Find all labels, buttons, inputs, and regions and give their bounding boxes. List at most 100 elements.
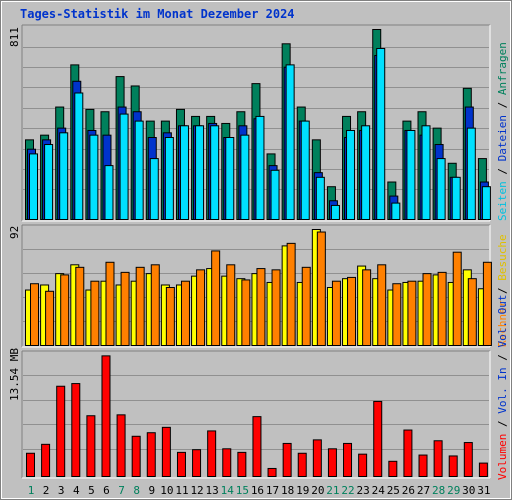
day-tick-label: 26 xyxy=(402,484,415,497)
legend-visits: Rechner / Besuche xyxy=(496,234,509,347)
volumen-bar xyxy=(146,432,156,477)
day-tick-label: 21 xyxy=(326,484,339,497)
day-tick-label: 20 xyxy=(311,484,324,497)
day-tick-label: 8 xyxy=(133,484,140,497)
volumen-bar xyxy=(327,448,337,478)
seiten-bar xyxy=(406,129,416,220)
volumen-bar xyxy=(418,454,428,477)
seiten-bar xyxy=(376,47,386,220)
seiten-bar xyxy=(104,165,114,220)
seiten-bar xyxy=(255,115,265,220)
seiten-bar xyxy=(74,92,84,220)
rechner-bar xyxy=(165,287,175,346)
volumen-bar xyxy=(403,429,413,477)
legend-requests: Seiten / Dateien / Anfragen xyxy=(496,42,509,221)
legend-requests-separator: / xyxy=(496,95,509,115)
legend-volume-item: Vol. Out xyxy=(496,295,509,348)
seiten-bar xyxy=(195,125,205,220)
rechner-bar xyxy=(241,279,251,346)
rechner-bar xyxy=(437,271,447,346)
seiten-bar xyxy=(346,129,356,220)
seiten-bar xyxy=(59,132,69,220)
rechner-bar xyxy=(271,269,281,347)
rechner-bar xyxy=(256,268,266,346)
seiten-bar xyxy=(436,158,446,220)
seiten-bar xyxy=(361,125,371,220)
seiten-bar xyxy=(421,125,431,220)
rechner-bar xyxy=(422,273,432,346)
day-tick-label: 9 xyxy=(148,484,155,497)
day-tick-label: 18 xyxy=(281,484,294,497)
seiten-bar xyxy=(210,125,220,220)
seiten-bar xyxy=(44,144,54,220)
seiten-bar xyxy=(315,176,325,220)
seiten-bar xyxy=(89,134,99,220)
rechner-bar xyxy=(331,280,341,346)
seiten-bar xyxy=(225,137,235,221)
volumen-bar xyxy=(448,455,458,477)
volumen-bar xyxy=(86,415,96,477)
rechner-bar xyxy=(347,276,357,347)
rechner-bar xyxy=(30,283,39,346)
legend-requests-item: Seiten xyxy=(496,181,509,221)
rechner-bar xyxy=(362,269,372,347)
seiten-bar xyxy=(164,137,174,221)
rechner-bar xyxy=(316,231,326,347)
day-tick-label: 24 xyxy=(372,484,386,497)
legend-volume: Volumen / Vol. In / Vol. Out xyxy=(496,295,509,480)
volumen-bar xyxy=(358,453,368,477)
volumen-bar xyxy=(161,426,171,477)
volumen-bar xyxy=(116,414,126,477)
seiten-bar xyxy=(179,125,189,220)
legend-volume-item: Volumen xyxy=(496,434,509,480)
day-tick-label: 28 xyxy=(432,484,445,497)
seiten-bar xyxy=(481,186,491,221)
volumen-bar xyxy=(26,452,35,477)
day-tick-label: 23 xyxy=(357,484,370,497)
day-tick-label: 4 xyxy=(73,484,80,497)
volumen-bar xyxy=(433,440,443,477)
volumen-bar xyxy=(388,460,398,478)
rechner-bar xyxy=(392,283,402,346)
seiten-bar xyxy=(391,202,401,221)
day-tick-label: 2 xyxy=(43,484,50,497)
visits-ymax-label: 92 xyxy=(8,226,21,239)
volumen-bar xyxy=(463,442,473,477)
day-tick-label: 15 xyxy=(236,484,249,497)
legend-requests-item: Dateien xyxy=(496,115,509,161)
rechner-bar xyxy=(120,271,130,346)
day-tick-label: 12 xyxy=(190,484,203,497)
volumen-bar xyxy=(252,416,262,477)
rechner-bar xyxy=(211,250,221,346)
rechner-bar xyxy=(377,264,387,347)
volumen-bar xyxy=(297,452,307,477)
rechner-bar xyxy=(482,261,492,347)
volumen-bar xyxy=(237,451,247,477)
volumen-bar xyxy=(176,451,186,477)
rechner-bar xyxy=(105,261,115,347)
volumen-bar xyxy=(41,443,51,477)
day-tick-label: 25 xyxy=(387,484,400,497)
volumen-bar xyxy=(101,355,111,477)
day-tick-label: 31 xyxy=(477,484,490,497)
day-tick-label: 11 xyxy=(175,484,188,497)
day-tick-label: 14 xyxy=(221,484,235,497)
day-tick-label: 1 xyxy=(28,484,35,497)
rechner-bar xyxy=(180,280,190,346)
volume-ymax-label: 13.54 MB xyxy=(8,348,21,401)
seiten-bar xyxy=(466,127,476,220)
day-tick-label: 3 xyxy=(58,484,65,497)
rechner-bar xyxy=(407,280,417,346)
rechner-bar xyxy=(452,251,462,346)
seiten-bar xyxy=(119,113,129,220)
rechner-bar xyxy=(75,266,85,346)
rechner-bar xyxy=(135,266,145,346)
volumen-bar xyxy=(192,449,202,478)
volumen-bar xyxy=(222,448,232,478)
day-tick-label: 6 xyxy=(103,484,110,497)
volumen-bar xyxy=(312,439,322,477)
seiten-bar xyxy=(300,120,310,220)
volumen-bar xyxy=(343,442,353,477)
